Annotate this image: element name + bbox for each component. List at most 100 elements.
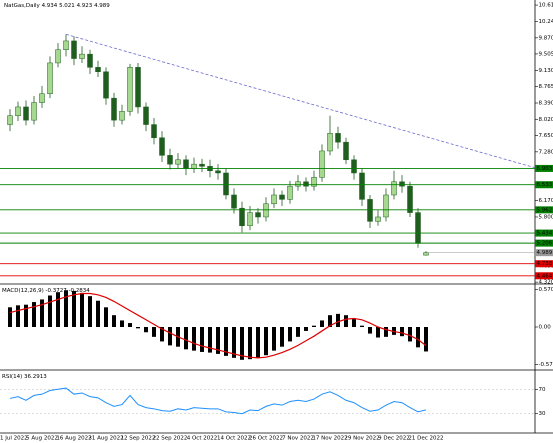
macd-bar — [240, 327, 244, 360]
macd-bar — [40, 299, 44, 327]
header-part: 4.934 — [42, 3, 58, 9]
y-tick-label: 8.765 — [539, 84, 553, 90]
macd-bar — [320, 320, 324, 327]
header-part: -0.3727 — [46, 288, 68, 294]
macd-bar — [144, 327, 148, 333]
macd-bar — [168, 327, 172, 346]
level-label-box — [535, 272, 553, 280]
candle-body — [311, 177, 317, 187]
level-label: 6.903 — [537, 166, 553, 172]
macd-bar — [232, 327, 236, 358]
panel-header: MACD(12,26,9) -0.3727 -0.2834 — [2, 288, 90, 294]
candle-body — [343, 141, 349, 161]
candle-body — [119, 111, 125, 121]
header-part: RSI(14) — [2, 374, 22, 380]
candle-body — [319, 150, 325, 178]
candle-body — [407, 185, 413, 213]
macd-bar — [208, 327, 212, 353]
macd-bar — [360, 325, 364, 327]
candle-body — [399, 181, 405, 187]
macd-bar — [200, 327, 204, 352]
candle-body — [79, 53, 85, 59]
macd-bar — [272, 327, 276, 351]
macd-bar — [296, 327, 300, 337]
header-part: 36.2913 — [24, 374, 47, 380]
x-tick-label: 26 Oct 2022 — [249, 436, 283, 442]
x-tick-label: 31 Aug 2022 — [88, 436, 123, 442]
macd-bar — [88, 296, 92, 327]
candle-body — [415, 212, 421, 244]
candle-body — [151, 124, 157, 139]
candle-body — [55, 49, 61, 64]
macd-bar — [160, 327, 164, 342]
macd-bar — [416, 327, 420, 348]
candle-body — [383, 194, 389, 218]
y-tick-label: 9.870 — [539, 35, 553, 41]
macd-bar — [96, 300, 100, 327]
rsi-line — [9, 387, 427, 415]
y-tick-label: 6.170 — [539, 198, 553, 204]
candle-body — [199, 163, 205, 167]
header-part: MACD(12,26,9) — [2, 288, 44, 294]
candle-body — [135, 67, 141, 108]
candle-body — [367, 199, 373, 222]
macd-bar — [152, 327, 156, 337]
panel-header: RSI(14) 36.2913 — [2, 374, 47, 380]
macd-bar — [184, 327, 188, 350]
y-tick-label: 0.00 — [539, 325, 552, 331]
macd-bar — [32, 302, 36, 327]
x-tick-label: 9 Dec 2022 — [378, 436, 410, 442]
candle-body — [111, 97, 117, 121]
candle-body — [287, 185, 293, 200]
candle-body — [335, 133, 341, 143]
price-label-box — [535, 249, 553, 257]
level-label: 5.434 — [537, 231, 553, 237]
candle-body — [255, 212, 261, 218]
candle-body — [423, 252, 429, 256]
candle-body — [391, 181, 397, 196]
candle-body — [7, 115, 13, 125]
macd-bar — [408, 327, 412, 342]
y-tick-label: 5.800 — [539, 214, 553, 220]
candle-body — [103, 71, 109, 99]
y-tick-label: 9.505 — [539, 51, 553, 57]
macd-bar — [216, 327, 220, 354]
candle-body — [359, 172, 365, 200]
x-tick-label: 22 Sep 2022 — [153, 436, 188, 442]
level-label-box — [535, 164, 553, 172]
macd-bar — [192, 327, 196, 351]
macd-bar — [352, 319, 356, 327]
macd-bar — [336, 313, 340, 327]
header-part: 5.021 — [59, 3, 75, 9]
macd-bar — [72, 290, 76, 327]
candle-body — [127, 67, 133, 112]
y-tick-label: 0.5705 — [539, 287, 553, 293]
header-part: 4.989 — [94, 3, 110, 9]
macd-bar — [424, 327, 428, 352]
y-tick-label: 7.650 — [539, 133, 553, 139]
x-tick-label: 7 Nov 2022 — [282, 436, 314, 442]
candle-body — [167, 155, 173, 165]
macd-bar — [120, 320, 124, 327]
level-label: 5.206 — [537, 241, 553, 247]
y-tick-label: 4.320 — [539, 280, 553, 286]
level-label: 6.533 — [537, 182, 553, 188]
candle-body — [239, 207, 245, 227]
x-tick-label: 17 Nov 2022 — [312, 436, 347, 442]
y-tick-label: 7.280 — [539, 149, 553, 155]
macd-bar — [224, 327, 228, 356]
macd-bar — [376, 327, 380, 338]
macd-bar — [80, 292, 84, 327]
macd-bar — [392, 327, 396, 335]
candle-body — [39, 93, 45, 103]
y-tick-label: 8.020 — [539, 117, 553, 123]
x-tick-label: 5 Aug 2022 — [26, 436, 58, 442]
x-tick-label: 4 Oct 2022 — [187, 436, 218, 442]
candle-body — [327, 133, 333, 152]
candle-body — [47, 62, 53, 94]
candle-body — [87, 53, 93, 68]
macd-bar — [248, 327, 252, 360]
header-part: 4.923 — [77, 3, 93, 9]
macd-bar — [256, 327, 260, 358]
